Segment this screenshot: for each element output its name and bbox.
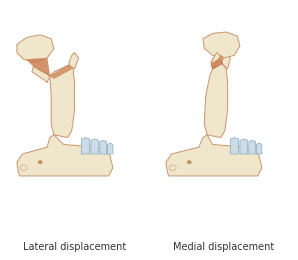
Polygon shape: [69, 53, 79, 69]
Polygon shape: [249, 140, 256, 154]
Polygon shape: [211, 58, 222, 69]
Ellipse shape: [169, 165, 176, 171]
Polygon shape: [27, 58, 50, 76]
Polygon shape: [17, 35, 54, 62]
Polygon shape: [211, 53, 222, 69]
Polygon shape: [107, 143, 113, 154]
Polygon shape: [166, 135, 262, 176]
Polygon shape: [81, 138, 90, 154]
Polygon shape: [50, 65, 74, 138]
Polygon shape: [211, 53, 224, 69]
Polygon shape: [230, 138, 239, 154]
Ellipse shape: [187, 160, 191, 164]
Ellipse shape: [20, 165, 27, 171]
Polygon shape: [240, 139, 248, 154]
Polygon shape: [100, 140, 107, 154]
Polygon shape: [32, 66, 50, 83]
Polygon shape: [17, 135, 113, 176]
Text: Medial displacement: Medial displacement: [173, 242, 274, 252]
Polygon shape: [256, 143, 262, 154]
Text: Lateral displacement: Lateral displacement: [23, 242, 126, 252]
Ellipse shape: [38, 160, 42, 164]
Polygon shape: [203, 32, 240, 58]
Polygon shape: [50, 65, 72, 79]
Polygon shape: [91, 139, 98, 154]
Polygon shape: [222, 53, 230, 69]
Polygon shape: [204, 63, 228, 138]
